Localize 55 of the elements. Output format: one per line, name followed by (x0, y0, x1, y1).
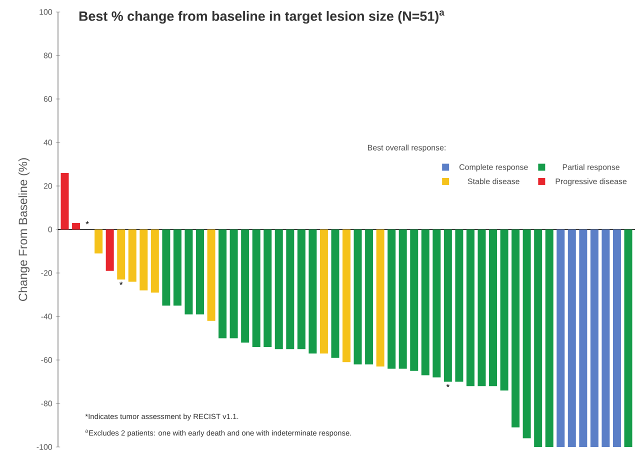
bar (489, 229, 498, 386)
bar (444, 229, 452, 382)
bar (365, 229, 374, 364)
bar (140, 229, 148, 290)
bar (590, 229, 598, 447)
bar (117, 229, 126, 280)
bar (150, 229, 159, 293)
bar (331, 229, 340, 358)
bar (207, 229, 216, 321)
chart-title: Best % change from baseline in target lesion size (N=51)$^{a}$ (79, 10, 444, 24)
bar (354, 229, 362, 364)
bar (579, 229, 588, 447)
bar (478, 229, 486, 386)
bar (432, 229, 441, 378)
bar (522, 229, 531, 438)
bar (297, 229, 306, 350)
bar (218, 229, 227, 338)
bar (545, 229, 554, 447)
bar (230, 229, 238, 338)
bar (184, 229, 193, 314)
bar (72, 222, 80, 230)
bar (308, 229, 317, 354)
bar (534, 229, 542, 447)
bar (410, 229, 418, 371)
bar (106, 229, 114, 271)
bar (612, 229, 621, 447)
bar (252, 229, 260, 347)
bar (602, 229, 610, 447)
bar (455, 229, 464, 382)
bar (94, 229, 103, 254)
bar (556, 229, 565, 447)
bar (264, 229, 272, 347)
bar (421, 229, 430, 376)
data-label: * (446, 384, 450, 388)
bar (286, 229, 294, 350)
bar (320, 229, 328, 354)
bar (388, 229, 396, 369)
data-label: * (120, 282, 123, 285)
data-label: * (86, 221, 89, 224)
bar (128, 229, 136, 282)
y-axis-title: Change From Baseline (%) (18, 158, 30, 301)
bar (466, 229, 474, 386)
bar (162, 229, 170, 306)
bar (241, 229, 250, 343)
bar (60, 172, 69, 230)
bar (624, 229, 632, 447)
bar (512, 229, 520, 428)
bar (274, 229, 283, 350)
bar (173, 229, 182, 306)
bar (376, 229, 384, 367)
bar (568, 229, 576, 447)
bar (398, 229, 407, 369)
bar (342, 229, 351, 362)
bar (196, 229, 204, 314)
bar (500, 229, 508, 390)
